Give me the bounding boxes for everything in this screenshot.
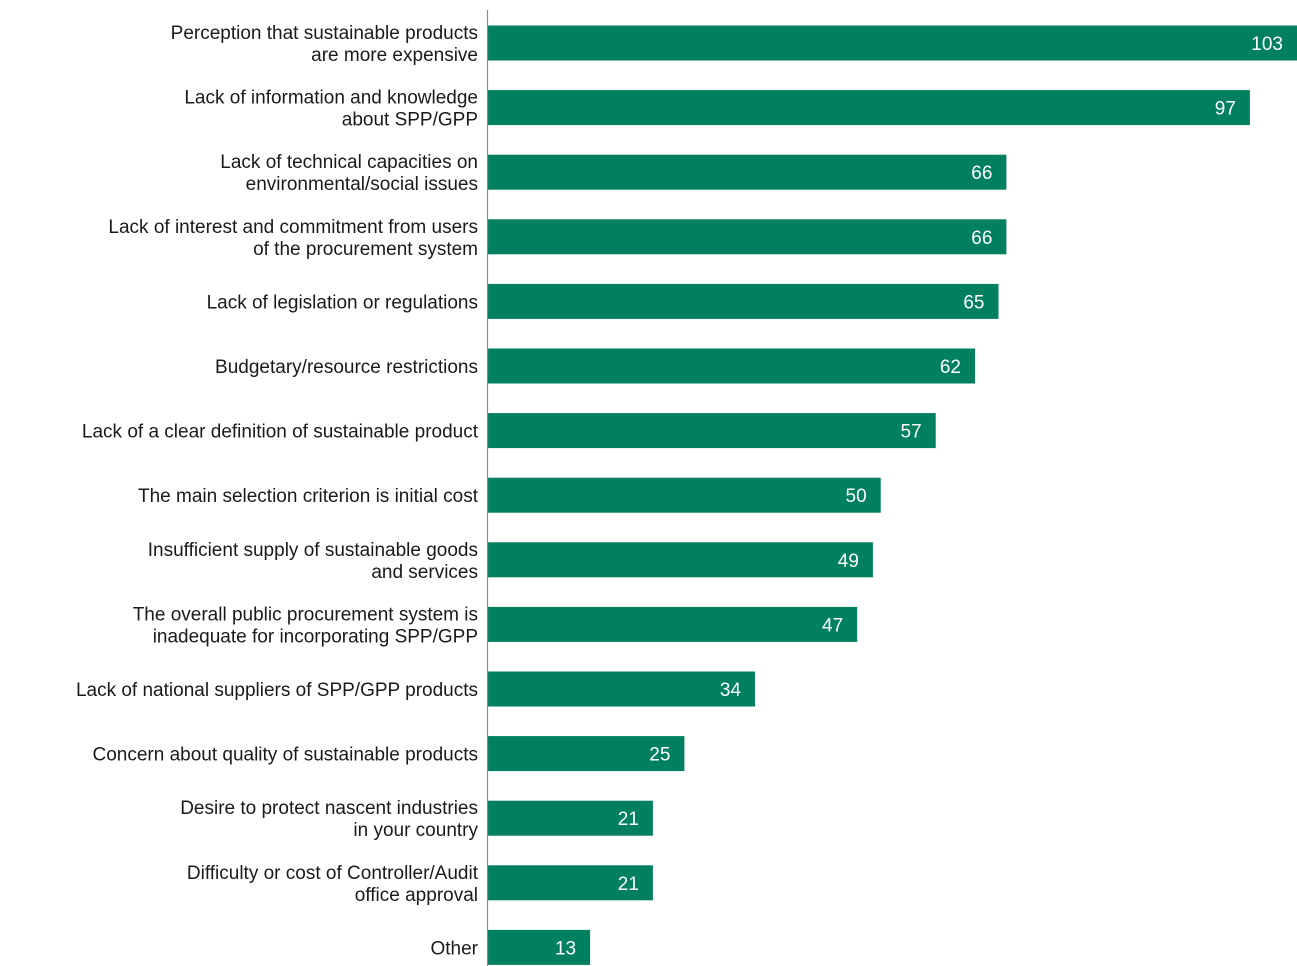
bar-10 (488, 671, 755, 707)
bar-12 (488, 800, 653, 836)
category-label-2-line-0: Lack of technical capacities on (220, 152, 478, 173)
category-label-9-line-1: inadequate for incorporating SPP/GPP (153, 626, 478, 647)
data-label-10: 34 (720, 680, 742, 701)
bar-8 (488, 542, 873, 578)
data-label-5: 62 (940, 357, 961, 378)
category-label-8: Insufficient supply of sustainable goods… (148, 540, 478, 583)
data-label-7: 50 (846, 486, 867, 507)
category-label-0-line-1: are more expensive (311, 45, 478, 66)
data-label-12: 21 (618, 809, 639, 830)
data-label-4: 65 (963, 292, 984, 313)
category-label-3-line-0: Lack of interest and commitment from use… (108, 217, 478, 238)
category-label-13: Difficulty or cost of Controller/Audit of… (187, 863, 479, 906)
data-label-0: 103 (1251, 34, 1283, 55)
bar-11 (488, 736, 685, 772)
category-label-5: Budgetary/resource restrictions (215, 357, 478, 378)
category-labels-group: Perception that sustainable products are … (76, 23, 479, 959)
data-label-8: 49 (838, 551, 859, 572)
category-label-14-line-0: Other (430, 938, 478, 959)
category-label-13-line-1: office approval (355, 885, 478, 906)
category-label-3: Lack of interest and commitment from use… (108, 217, 478, 260)
bar-6 (488, 413, 936, 449)
data-label-2: 66 (971, 163, 992, 184)
bar-3 (488, 219, 1007, 255)
bars-group (488, 25, 1297, 965)
category-label-6: Lack of a clear definition of sustainabl… (82, 422, 479, 443)
category-label-0: Perception that sustainable products are … (171, 23, 478, 66)
category-label-11: Concern about quality of sustainable pro… (92, 745, 478, 766)
category-label-12-line-1: in your country (353, 820, 478, 841)
category-label-8-line-1: and services (371, 562, 478, 583)
category-label-0-line-0: Perception that sustainable products (171, 23, 478, 44)
data-label-14: 13 (555, 938, 576, 959)
category-label-11-line-0: Concern about quality of sustainable pro… (92, 745, 478, 766)
category-label-1: Lack of information and knowledge about S… (184, 88, 478, 131)
category-label-12: Desire to protect nascent industries in y… (180, 798, 478, 841)
category-label-9-line-0: The overall public procurement system is (133, 604, 478, 625)
category-label-10-line-0: Lack of national suppliers of SPP/GPP pr… (76, 680, 478, 701)
value-labels-group: 103 97 66 66 65 62 57 50 49 47 34 25 21 21 13 (555, 34, 1283, 959)
category-label-8-line-0: Insufficient supply of sustainable goods (148, 540, 478, 561)
category-label-13-line-0: Difficulty or cost of Controller/Audit (187, 863, 479, 884)
category-label-9: The overall public procurement system is… (133, 604, 478, 647)
category-label-14: Other (430, 938, 478, 959)
data-label-9: 47 (822, 615, 843, 636)
category-label-4: Lack of legislation or regulations (207, 292, 478, 313)
category-label-6-line-0: Lack of a clear definition of sustainabl… (82, 422, 479, 443)
data-label-1: 97 (1215, 99, 1236, 120)
data-label-11: 25 (649, 745, 670, 766)
bar-9 (488, 606, 858, 642)
bar-5 (488, 348, 975, 384)
category-label-12-line-0: Desire to protect nascent industries (180, 798, 478, 819)
bar-1 (488, 90, 1250, 126)
category-label-10: Lack of national suppliers of SPP/GPP pr… (76, 680, 478, 701)
category-label-1-line-0: Lack of information and knowledge (184, 88, 478, 109)
category-label-1-line-1: about SPP/GPP (342, 110, 478, 131)
data-label-3: 66 (971, 228, 992, 249)
category-label-5-line-0: Budgetary/resource restrictions (215, 357, 478, 378)
category-label-7-line-0: The main selection criterion is initial … (138, 486, 479, 507)
bar-2 (488, 154, 1007, 190)
bar-0 (488, 25, 1297, 61)
category-label-4-line-0: Lack of legislation or regulations (207, 292, 478, 313)
category-label-7: The main selection criterion is initial … (138, 486, 479, 507)
data-label-13: 21 (618, 874, 639, 895)
category-label-2: Lack of technical capacities on environme… (220, 152, 478, 195)
bar-7 (488, 477, 881, 513)
bar-14 (488, 929, 591, 965)
category-label-2-line-1: environmental/social issues (246, 174, 478, 195)
bar-13 (488, 865, 653, 901)
bar-4 (488, 283, 999, 319)
data-label-6: 57 (901, 422, 922, 443)
category-label-3-line-1: of the procurement system (253, 239, 478, 260)
